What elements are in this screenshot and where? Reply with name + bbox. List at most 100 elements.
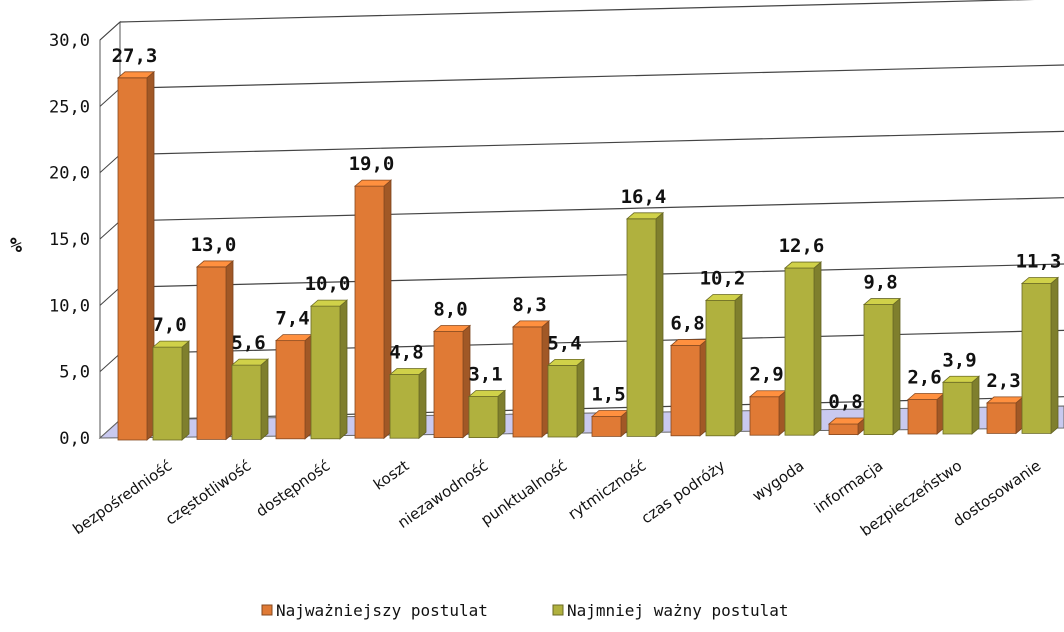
bar-front [907, 399, 938, 435]
bar-front [626, 218, 657, 437]
bar-side [971, 375, 980, 435]
bar [116, 70, 156, 441]
bar-top [748, 390, 788, 398]
bar-top [309, 299, 349, 307]
bar-top [116, 71, 156, 79]
bar-front [705, 300, 736, 437]
y-tick-label: 5,0 [59, 363, 90, 383]
bar-side [339, 299, 348, 440]
legend-label: Najważniejszy postulat [276, 601, 488, 620]
bar [748, 389, 788, 437]
y-axis-ticks: 0,0 5,0 10,0 15,0 20,0 25,0 30,0 [49, 31, 90, 449]
bar [511, 320, 551, 438]
y-tick-label: 20,0 [49, 164, 90, 184]
bar-front [828, 423, 859, 435]
gridline-side [99, 220, 121, 240]
bar [195, 260, 235, 441]
data-label: 16,4 [621, 186, 667, 208]
x-category-label: wygoda [749, 457, 807, 505]
bar-front [433, 331, 464, 439]
bar [467, 389, 507, 439]
data-label: 8,0 [433, 298, 467, 320]
y-tick-label: 30,0 [49, 31, 90, 51]
x-category-label: dostosowanie [950, 457, 1045, 531]
bar-side [497, 389, 506, 439]
bar [625, 211, 665, 438]
bar-side [813, 261, 822, 437]
gridline-side [99, 353, 121, 373]
data-label: 8,3 [512, 294, 546, 316]
gridline-side [99, 87, 121, 107]
bar [309, 299, 349, 440]
gridline [119, 130, 1064, 156]
bar [1020, 276, 1060, 435]
bar-top [353, 179, 393, 187]
bar-side [655, 211, 664, 438]
bar-front [117, 77, 148, 441]
bar [388, 367, 428, 440]
bar [783, 261, 823, 437]
legend-label: Najmniej ważny postulat [567, 601, 789, 620]
bar [353, 179, 393, 440]
y-tick-label: 0,0 [59, 429, 90, 449]
bar-top [704, 294, 744, 301]
legend-swatch [552, 604, 564, 616]
bar-front [196, 266, 227, 440]
bar-front [863, 304, 894, 436]
data-label: 4,8 [389, 342, 423, 364]
bar-top [590, 410, 630, 417]
gridline-side [99, 154, 121, 174]
data-label: 19,0 [349, 153, 395, 175]
bar-side [260, 358, 269, 441]
bar-front [784, 267, 815, 436]
bar-top [827, 417, 867, 425]
y-tick-label: 10,0 [49, 296, 90, 316]
gridline [119, 197, 1064, 222]
data-label: 2,9 [749, 364, 783, 386]
bar-side [1050, 276, 1059, 435]
bar [230, 358, 270, 441]
bar-top [985, 396, 1025, 404]
bar [704, 293, 744, 437]
x-category-label: dostępność [253, 457, 334, 521]
data-label: 5,4 [547, 332, 581, 354]
bar [546, 358, 586, 438]
data-labels-layer: 27,3 7,0 13,0 5,6 7,4 10,0 19,0 4,8 8,0 3,1 8,35,4… [112, 45, 1062, 413]
data-label: 3,1 [468, 363, 502, 385]
legend: Najważniejszy postulat Najmniej ważny pos… [261, 601, 789, 620]
bar-front [670, 345, 701, 437]
bar-top [941, 375, 981, 383]
y-tick-label: 25,0 [49, 97, 90, 117]
bar-top [906, 393, 946, 400]
x-category-label: rytmiczność [565, 457, 650, 524]
gridline-side [99, 21, 121, 41]
bar-top [467, 390, 507, 397]
bar-top [432, 325, 472, 332]
data-label: 3,9 [942, 349, 976, 371]
data-label: 10,2 [700, 267, 746, 289]
bar [941, 375, 981, 435]
bar-side [576, 358, 585, 438]
data-label: 11,3 [1016, 250, 1062, 272]
bar [906, 392, 946, 435]
bar-top [511, 320, 551, 328]
bar-front [591, 416, 622, 437]
x-category-label: częstotliwość [162, 457, 254, 529]
bar-top [230, 358, 270, 366]
data-label: 2,3 [986, 370, 1020, 392]
data-label: 2,6 [907, 367, 941, 389]
bar-front [231, 364, 262, 440]
y-axis-label: % [10, 233, 22, 257]
bar-front [749, 396, 780, 436]
bar-front [986, 402, 1017, 434]
bar-front [942, 381, 973, 435]
bar-top [783, 261, 823, 269]
bar [151, 340, 191, 441]
bar-top [862, 298, 902, 305]
data-label: 7,4 [275, 308, 309, 330]
bar [590, 409, 630, 438]
bars-layer [116, 70, 1060, 441]
bar-top [669, 339, 709, 346]
